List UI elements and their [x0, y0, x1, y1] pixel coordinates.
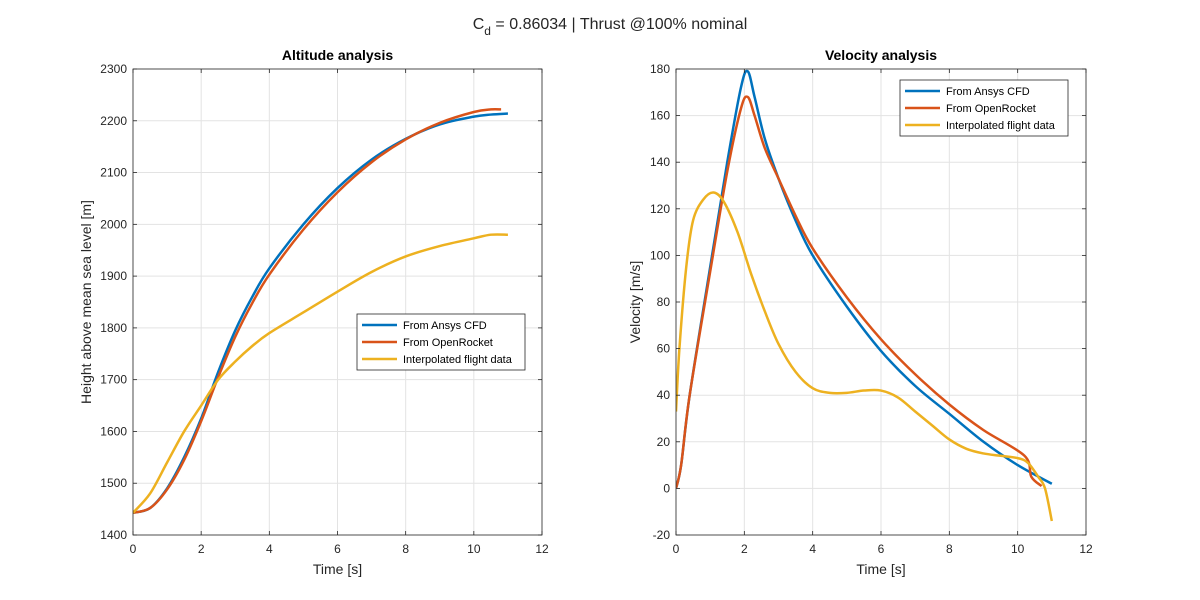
y-tick-label: 1900 [100, 269, 127, 283]
y-tick-label: 0 [663, 481, 670, 495]
series-line-2 [133, 233, 508, 514]
x-tick-label: 6 [878, 542, 885, 556]
altitude-chart: 0 2 4 6 8 10 12 1400 1500 1600 1700 1800 1900 2000 210… [78, 47, 549, 577]
series-line-1 [676, 95, 1043, 489]
y-tick-label: 1500 [100, 476, 127, 490]
y-axis-label: Velocity [m/s] [627, 261, 643, 343]
x-axis-label: Time [s] [856, 561, 905, 577]
x-tick-label: 12 [535, 542, 549, 556]
velocity-chart: 0 2 4 6 8 10 12-20020406080100120140160180Velo… [627, 47, 1093, 577]
y-tick-label: 80 [657, 295, 671, 309]
series-line-1 [133, 107, 502, 514]
y-tick-label: 2000 [100, 217, 127, 231]
figure-suptitle: Cd = 0.86034 | Thrust @100% nominal [473, 16, 748, 38]
legend-label-0: From Ansys CFD [403, 320, 487, 332]
suptitle-prefix: C [473, 16, 485, 33]
legend: From Ansys CFD From OpenRocket Interpolate… [899, 79, 1069, 137]
y-tick-label: 100 [650, 248, 670, 262]
legend-label-0: From Ansys CFD [946, 86, 1030, 98]
y-tick-label: 60 [657, 342, 671, 356]
y-tick-label: 2100 [100, 166, 127, 180]
x-tick-label: 0 [673, 542, 680, 556]
x-tick-label: 8 [946, 542, 953, 556]
series-line-2 [676, 191, 1054, 522]
y-tick-label: 120 [650, 202, 670, 216]
chart-title: Altitude analysis [282, 47, 393, 63]
legend-label-2: Interpolated flight data [946, 120, 1056, 132]
suptitle-rest: = 0.86034 | Thrust @100% nominal [491, 16, 747, 33]
legend-label-1: From OpenRocket [946, 103, 1036, 115]
y-tick-label: 180 [650, 62, 670, 76]
x-tick-label: 2 [741, 542, 748, 556]
x-axis-label: Time [s] [313, 561, 362, 577]
legend-label-1: From OpenRocket [403, 337, 493, 349]
x-tick-label: 12 [1079, 542, 1093, 556]
y-tick-label: 40 [657, 388, 671, 402]
y-tick-label: 1400 [100, 528, 127, 542]
chart-title: Velocity analysis [825, 47, 937, 63]
y-tick-label: 1700 [100, 373, 127, 387]
y-tick-label: 1800 [100, 321, 127, 335]
y-tick-label: 1600 [100, 424, 127, 438]
y-tick-label: 160 [650, 109, 670, 123]
y-tick-label: -20 [653, 528, 671, 542]
x-tick-label: 6 [334, 542, 341, 556]
x-tick-label: 0 [130, 542, 137, 556]
suptitle-subscript: d [484, 24, 491, 38]
legend-label-2: Interpolated flight data [403, 354, 513, 366]
x-tick-label: 2 [198, 542, 205, 556]
x-tick-label: 4 [266, 542, 273, 556]
x-tick-label: 10 [467, 542, 481, 556]
x-tick-label: 10 [1011, 542, 1025, 556]
x-tick-label: 4 [809, 542, 816, 556]
x-tick-label: 8 [402, 542, 409, 556]
y-tick-label: 20 [657, 435, 671, 449]
y-axis-label: Height above mean sea level [m] [78, 200, 94, 404]
y-tick-label: 2200 [100, 114, 127, 128]
legend: From Ansys CFD From OpenRocket Interpolate… [356, 313, 526, 371]
y-tick-label: 140 [650, 155, 670, 169]
y-tick-label: 2300 [100, 62, 127, 76]
